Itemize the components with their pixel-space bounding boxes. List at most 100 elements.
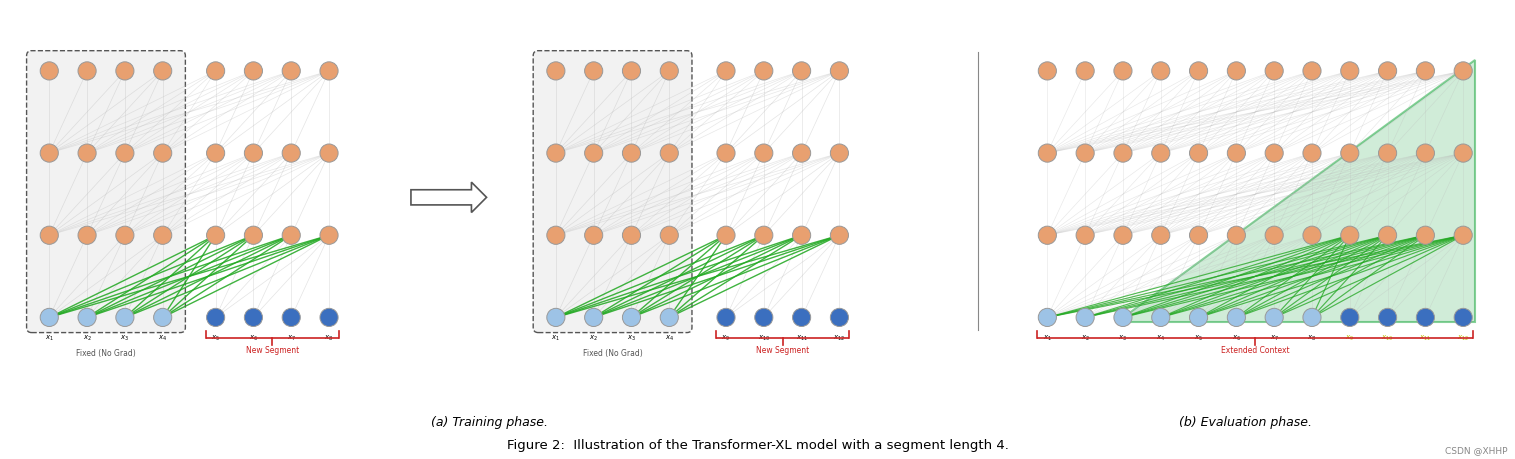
- Circle shape: [206, 62, 224, 80]
- Text: $x_3$: $x_3$: [120, 334, 129, 343]
- Circle shape: [754, 62, 773, 80]
- Circle shape: [115, 144, 133, 162]
- Circle shape: [717, 226, 735, 244]
- Text: Fixed (No Grad): Fixed (No Grad): [583, 349, 642, 358]
- Circle shape: [1189, 308, 1207, 326]
- Circle shape: [830, 144, 848, 162]
- Circle shape: [585, 62, 603, 80]
- Circle shape: [41, 62, 59, 80]
- Circle shape: [1189, 62, 1207, 80]
- Circle shape: [77, 226, 95, 244]
- Circle shape: [585, 308, 603, 326]
- Text: $x_6$: $x_6$: [248, 334, 258, 343]
- Circle shape: [115, 308, 133, 326]
- Circle shape: [320, 144, 338, 162]
- Text: $x_8$: $x_8$: [324, 334, 333, 343]
- Circle shape: [623, 308, 641, 326]
- Circle shape: [754, 308, 773, 326]
- Circle shape: [282, 144, 300, 162]
- Circle shape: [153, 226, 171, 244]
- Circle shape: [282, 308, 300, 326]
- Circle shape: [320, 308, 338, 326]
- Circle shape: [320, 62, 338, 80]
- Text: $x_1$: $x_1$: [45, 334, 53, 343]
- Text: New Segment: New Segment: [245, 347, 298, 355]
- Circle shape: [792, 62, 811, 80]
- Circle shape: [1341, 144, 1359, 162]
- Circle shape: [661, 144, 679, 162]
- Text: $x_2$: $x_2$: [589, 334, 598, 343]
- FancyBboxPatch shape: [27, 50, 185, 333]
- Circle shape: [1038, 226, 1056, 244]
- Text: CSDN @XHHP: CSDN @XHHP: [1445, 446, 1507, 455]
- Text: $x_8$: $x_8$: [1307, 334, 1317, 343]
- Circle shape: [1341, 62, 1359, 80]
- Circle shape: [1379, 62, 1397, 80]
- Circle shape: [1379, 144, 1397, 162]
- Circle shape: [1114, 62, 1132, 80]
- Circle shape: [282, 62, 300, 80]
- Text: $x_{11}$: $x_{11}$: [1420, 334, 1432, 343]
- Circle shape: [153, 62, 171, 80]
- Text: $x_7$: $x_7$: [1270, 334, 1279, 343]
- Circle shape: [661, 226, 679, 244]
- Text: Fixed (No Grad): Fixed (No Grad): [76, 349, 136, 358]
- Text: $x_9$: $x_9$: [1345, 334, 1354, 343]
- Circle shape: [1417, 226, 1435, 244]
- Text: (b) Evaluation phase.: (b) Evaluation phase.: [1179, 416, 1312, 429]
- Circle shape: [1265, 144, 1283, 162]
- Circle shape: [1189, 144, 1207, 162]
- Polygon shape: [1117, 60, 1474, 323]
- Text: New Segment: New Segment: [756, 347, 809, 355]
- Circle shape: [1076, 144, 1094, 162]
- Circle shape: [1151, 226, 1170, 244]
- Circle shape: [77, 62, 95, 80]
- Text: $x_{11}$: $x_{11}$: [795, 334, 807, 343]
- Text: $x_1$: $x_1$: [1042, 334, 1051, 343]
- Circle shape: [1151, 308, 1170, 326]
- Circle shape: [1265, 308, 1283, 326]
- Circle shape: [1417, 62, 1435, 80]
- Circle shape: [1227, 62, 1245, 80]
- Circle shape: [244, 226, 262, 244]
- Circle shape: [623, 62, 641, 80]
- Circle shape: [717, 308, 735, 326]
- Circle shape: [717, 144, 735, 162]
- Circle shape: [1038, 308, 1056, 326]
- Text: Extended Context: Extended Context: [1221, 347, 1289, 355]
- Text: $x_4$: $x_4$: [1156, 334, 1165, 343]
- Circle shape: [547, 62, 565, 80]
- Text: $x_3$: $x_3$: [627, 334, 636, 343]
- Circle shape: [1114, 308, 1132, 326]
- Circle shape: [115, 62, 133, 80]
- Circle shape: [1227, 308, 1245, 326]
- Circle shape: [1038, 144, 1056, 162]
- Text: $x_{10}$: $x_{10}$: [1382, 334, 1394, 343]
- Circle shape: [1303, 144, 1321, 162]
- Circle shape: [1227, 144, 1245, 162]
- Text: $x_2$: $x_2$: [1080, 334, 1089, 343]
- Circle shape: [1341, 226, 1359, 244]
- Circle shape: [77, 144, 95, 162]
- Circle shape: [1076, 62, 1094, 80]
- Circle shape: [830, 308, 848, 326]
- Circle shape: [1189, 226, 1207, 244]
- Circle shape: [1151, 144, 1170, 162]
- Circle shape: [1076, 308, 1094, 326]
- Circle shape: [792, 308, 811, 326]
- Circle shape: [1265, 62, 1283, 80]
- Circle shape: [547, 226, 565, 244]
- Circle shape: [1303, 62, 1321, 80]
- Circle shape: [585, 144, 603, 162]
- Circle shape: [1417, 308, 1435, 326]
- Circle shape: [41, 144, 59, 162]
- Text: $x_4$: $x_4$: [158, 334, 167, 343]
- Circle shape: [115, 226, 133, 244]
- Circle shape: [1454, 308, 1473, 326]
- Circle shape: [1038, 62, 1056, 80]
- Circle shape: [244, 308, 262, 326]
- FancyBboxPatch shape: [533, 50, 692, 333]
- Circle shape: [206, 226, 224, 244]
- Circle shape: [1076, 226, 1094, 244]
- Text: Figure 2:  Illustration of the Transformer-XL model with a segment length 4.: Figure 2: Illustration of the Transforme…: [506, 439, 1009, 452]
